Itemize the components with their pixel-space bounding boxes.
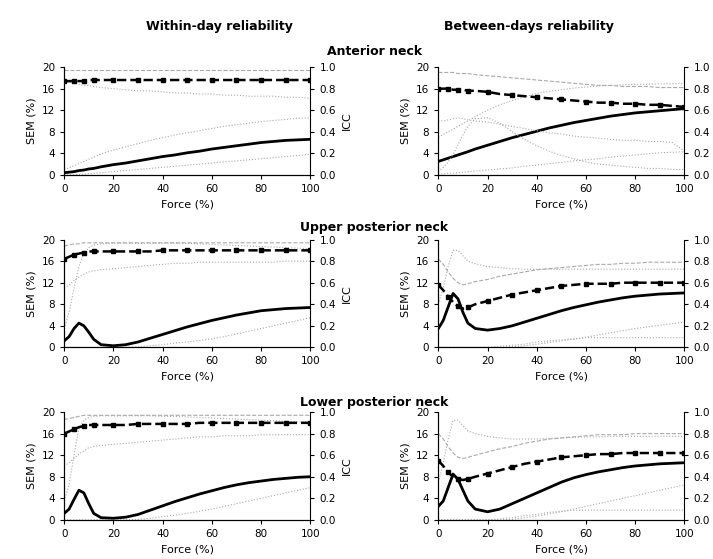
X-axis label: Force (%): Force (%) <box>535 372 588 382</box>
Y-axis label: ICC: ICC <box>342 284 352 303</box>
Text: Upper posterior neck: Upper posterior neck <box>300 221 448 234</box>
X-axis label: Force (%): Force (%) <box>160 544 214 555</box>
X-axis label: Force (%): Force (%) <box>535 200 588 210</box>
Text: Within-day reliability: Within-day reliability <box>146 20 292 32</box>
Text: Between-days reliability: Between-days reliability <box>444 20 615 32</box>
Y-axis label: SEM (%): SEM (%) <box>401 443 411 489</box>
Y-axis label: SEM (%): SEM (%) <box>26 270 36 317</box>
Y-axis label: SEM (%): SEM (%) <box>26 443 36 489</box>
Y-axis label: SEM (%): SEM (%) <box>401 98 411 144</box>
X-axis label: Force (%): Force (%) <box>160 372 214 382</box>
Text: Anterior neck: Anterior neck <box>327 45 422 58</box>
X-axis label: Force (%): Force (%) <box>160 200 214 210</box>
Y-axis label: SEM (%): SEM (%) <box>26 98 36 144</box>
Y-axis label: ICC: ICC <box>342 112 352 130</box>
X-axis label: Force (%): Force (%) <box>535 544 588 555</box>
Y-axis label: ICC: ICC <box>342 457 352 475</box>
Y-axis label: SEM (%): SEM (%) <box>401 270 411 317</box>
Text: Lower posterior neck: Lower posterior neck <box>300 396 448 409</box>
